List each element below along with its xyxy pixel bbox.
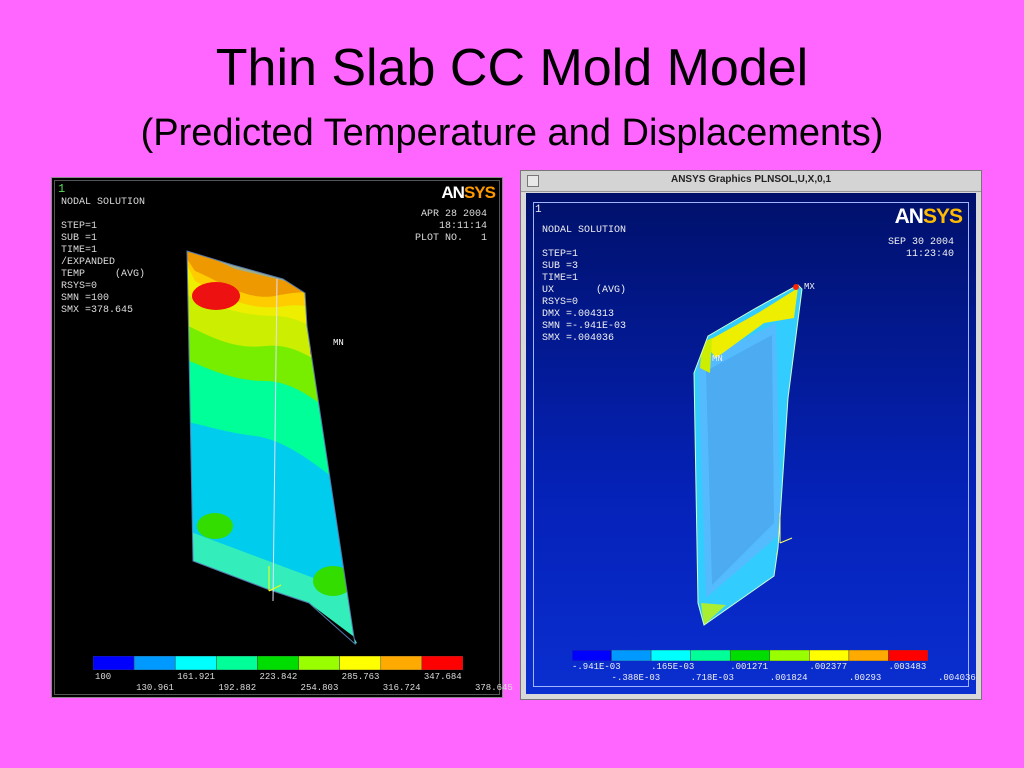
info-line: NODAL SOLUTION [61,197,146,208]
info-line: TIME=1 [542,273,579,284]
displacement-legend-bar [572,650,928,661]
plot-date: APR 28 2004 [420,209,487,220]
legend-color-swatch [93,656,135,670]
info-line: TEMP (AVG) [61,269,146,280]
temperature-legend-labels: 100 161.921 223.842 285.763 347.684 130.961 19… [55,671,513,695]
legend-label-bottom: 254.803 [300,683,339,693]
plot-info-block: NODAL SOLUTION STEP=1 SUB =1 TIME=1/EXPAND… [61,197,145,317]
ansys-logo-an: AN [894,205,924,228]
displacement-contour-model [693,284,803,626]
displacement-plot-viewport[interactable]: 1 ANSYS NODAL SOLUTION STEP=1 SUB =3 TIME=… [526,193,976,694]
plot-time: 11:23:40 [905,249,954,260]
legend-label-bottom: 316.724 [382,683,421,693]
legend-color-swatch [611,650,652,661]
legend-label-top: -.941E-03 [572,662,621,672]
info-line: TIME=1 [61,245,98,256]
plot-frame [533,202,969,687]
window-menu-icon[interactable] [527,175,539,187]
legend-label-bottom: .004036 [938,673,976,683]
info-line: SMX =.004036 [542,333,615,344]
legend-color-swatch [848,650,889,661]
info-line: SUB =1 [61,233,98,244]
mx-marker-label: MX [804,282,815,292]
legend-label-bottom: .001824 [769,673,808,683]
legend-color-swatch [133,656,176,670]
temperature-legend-bar [93,656,463,670]
window-number: 1 [535,204,542,216]
ansys-logo-sys: SYS [463,183,496,202]
legend-color-swatch [174,656,217,670]
temperature-plot-panel: 1 ANSYS NODAL SOLUTION STEP=1 SUB =1 TIME=… [51,177,513,698]
legend-label-bottom: 130.961 [136,683,174,693]
ansys-logo-an: AN [441,183,465,202]
info-line: SMX =378.645 [61,305,134,316]
legend-label-bottom: -.388E-03 [611,673,661,683]
legend-color-swatch [421,656,463,670]
legend-label-top: .165E-03 [651,662,695,672]
legend-color-swatch [298,656,340,670]
slide-title: Thin Slab CC Mold Model [215,39,809,97]
ansys-logo: ANSYS [894,205,963,229]
temperature-contour-model [186,250,357,646]
plot-info-block: NODAL SOLUTION STEP=1 SUB =3 TIME=1 UX (AVG… [542,225,626,345]
legend-label-top: .003483 [888,662,927,672]
window-number: 1 [58,182,66,196]
legend-label-bottom: .00293 [848,673,882,683]
legend-color-swatch [257,656,299,670]
info-line: DMX =.004313 [542,309,615,320]
info-line: SUB =3 [542,261,579,272]
plot-date: SEP 30 2004 [887,237,954,248]
legend-color-swatch [888,650,928,661]
info-line: RSYS=0 [61,281,98,292]
legend-color-swatch [809,650,850,661]
window-titlebar[interactable]: ANSYS Graphics PLNSOL,U,X,0,1 [521,171,981,192]
ansys-logo: ANSYS [441,183,496,203]
legend-label-top: .002377 [809,662,848,672]
plot-time: 18:11:14 [438,221,487,232]
legend-color-swatch [769,650,810,661]
legend-label-top: 100 [95,672,112,682]
legend-color-swatch [650,650,691,661]
legend-label-top: 223.842 [259,672,298,682]
mn-marker-label: MN [333,338,344,348]
info-line: SMN =100 [61,293,110,304]
legend-color-swatch [572,650,612,661]
info-line: NODAL SOLUTION [542,225,627,236]
info-line: SMN =-.941E-03 [542,321,627,332]
slide-subtitle: (Predicted Temperature and Displacements… [140,112,884,154]
displacement-plot-window: ANSYS Graphics PLNSOL,U,X,0,1 1 ANSYS NO… [520,170,982,700]
mn-marker-label: MN [712,354,723,364]
legend-color-swatch [339,656,382,670]
legend-label-top: 161.921 [177,672,216,682]
plot-number: PLOT NO. 1 [414,233,487,244]
legend-label-top: .001271 [730,662,769,672]
legend-color-swatch [729,650,771,661]
legend-label-bottom: 378.645 [475,683,513,693]
legend-label-bottom: .718E-03 [690,673,734,683]
info-line: STEP=1 [61,221,98,232]
info-line: UX (AVG) [542,285,627,296]
info-line: /EXPANDED [61,257,116,268]
window-title: ANSYS Graphics PLNSOL,U,X,0,1 [670,174,832,185]
legend-color-swatch [380,656,423,670]
ansys-logo-sys: SYS [922,205,963,228]
legend-label-top: 285.763 [341,672,380,682]
legend-label-bottom: 192.882 [218,683,257,693]
legend-label-top: 347.684 [423,672,462,682]
displacement-legend-labels: -.941E-03 .165E-03 .001271 .002377 .003483 -.… [526,661,978,685]
legend-color-swatch [216,656,258,670]
info-line: STEP=1 [542,249,579,260]
temperature-plot-viewport[interactable]: 1 ANSYS NODAL SOLUTION STEP=1 SUB =1 TIME=… [54,180,513,695]
info-line: RSYS=0 [542,297,579,308]
legend-color-swatch [690,650,731,661]
